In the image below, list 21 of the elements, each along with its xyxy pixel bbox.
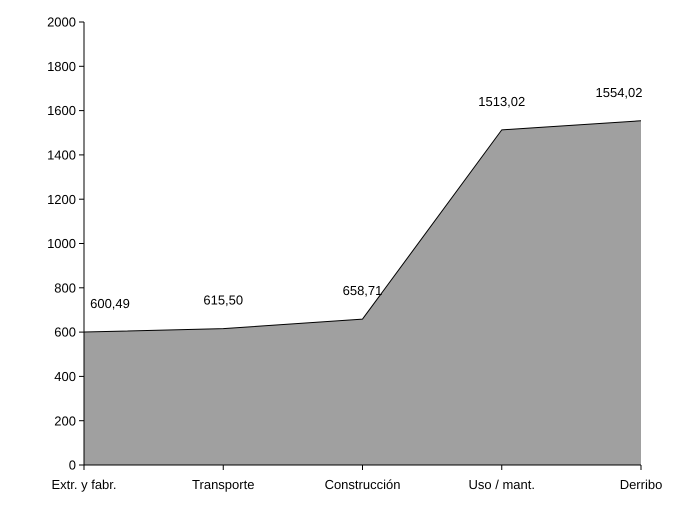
x-tick-label: Uso / mant. [468, 477, 535, 492]
y-tick-label: 1200 [47, 192, 76, 207]
data-label: 1554,02 [596, 84, 642, 100]
y-tick-label: 1600 [47, 103, 76, 118]
y-tick-label: 600 [54, 324, 76, 340]
y-tick-label: 0 [68, 458, 76, 473]
y-tick-label: 2000 [47, 14, 76, 30]
y-tick-label: 200 [54, 413, 76, 428]
y-tick-label: 1400 [47, 147, 76, 162]
y-tick-label: 1800 [47, 58, 76, 74]
x-tick-label: Extr. y fabr. [51, 477, 117, 492]
data-label: 615,50 [203, 292, 244, 308]
y-tick-label: 800 [54, 280, 76, 296]
x-tick-label: Construcción [324, 477, 400, 492]
y-tick-label: 1000 [47, 236, 76, 252]
x-tick-label: Derribo [620, 477, 662, 492]
x-tick-label: Transporte [192, 477, 254, 492]
data-label: 600,49 [90, 296, 130, 311]
data-label: 1513,02 [478, 94, 526, 109]
y-tick-label: 400 [54, 368, 76, 384]
data-label: 658,71 [342, 283, 382, 298]
